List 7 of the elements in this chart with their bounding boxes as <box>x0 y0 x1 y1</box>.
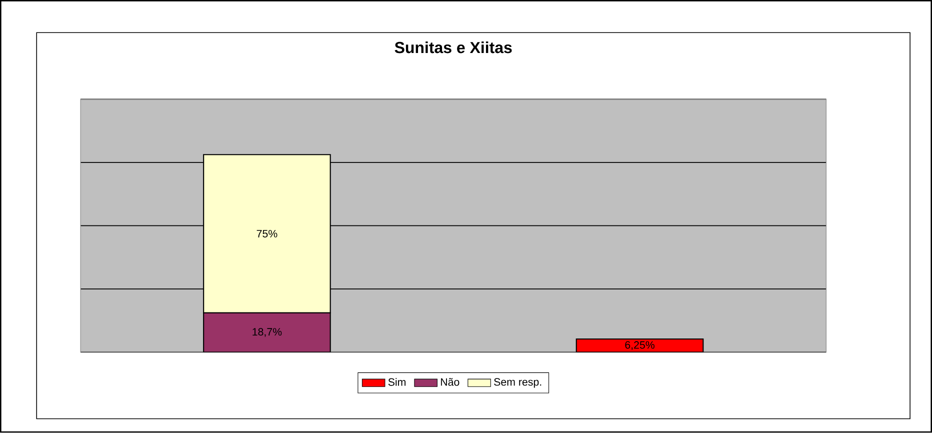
chart-title: Sunitas e Xiitas <box>394 42 512 54</box>
data-label: 75% <box>256 230 278 238</box>
data-label: 18,7% <box>252 328 282 337</box>
legend-label: Sem resp. <box>494 378 542 388</box>
legend-label: Sim <box>388 378 406 386</box>
data-label: 6,25% <box>625 341 654 350</box>
legend-label: Não <box>440 378 460 386</box>
